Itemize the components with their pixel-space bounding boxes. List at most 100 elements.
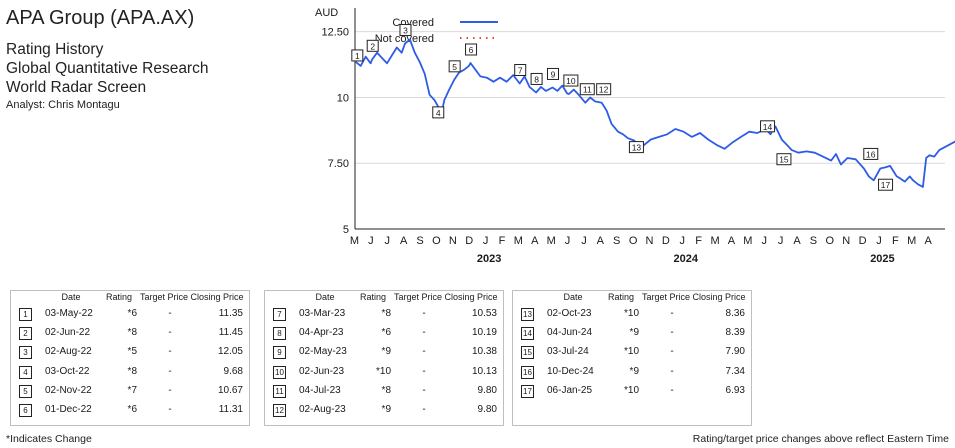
- cell-close: 11.45: [218, 327, 243, 339]
- rating-table-1: Date Rating Target Price Closing Price 1 03-M…: [10, 290, 250, 426]
- rating-marker-box: [530, 72, 543, 85]
- row-number-box: 1: [19, 308, 32, 321]
- legend-label-covered: Covered: [392, 17, 434, 29]
- x-tick-label: D: [465, 235, 473, 247]
- cell-rating: *5: [127, 346, 137, 358]
- header-date: Date: [61, 292, 81, 302]
- rating-marker-box: [579, 83, 595, 96]
- cell-rating: *8: [381, 308, 391, 319]
- row-number-box: 14: [521, 327, 534, 341]
- rating-marker-box: [366, 39, 379, 52]
- x-tick-label: J: [778, 235, 784, 247]
- cell-close: 10.53: [471, 308, 497, 319]
- cell-rating: *9: [381, 404, 391, 415]
- cell-close: 11.35: [218, 308, 243, 319]
- x-tick-label: D: [859, 235, 867, 247]
- table-row: 3 02-Aug-22 *5 - 12.05: [11, 343, 249, 361]
- report-header: APA Group (APA.AX) Rating History Global…: [6, 6, 306, 113]
- cell-date: 02-Jun-23: [299, 365, 345, 377]
- rating-marker-number: 6: [469, 45, 474, 55]
- footnote-eastern-time: Rating/target price changes above reflec…: [692, 433, 949, 445]
- x-tick-label: J: [565, 235, 571, 247]
- header-rating: Rating: [359, 292, 386, 302]
- cell-date: 02-Aug-23: [299, 404, 346, 415]
- cell-date: 02-Nov-22: [45, 384, 92, 396]
- table-row: 14 04-Jun-24 *9 - 8.39: [513, 324, 751, 342]
- cell-date: 03-Oct-22: [45, 365, 90, 377]
- row-number-box: 11: [273, 384, 286, 398]
- table-row: 13 02-Oct-23 *10 - 8.36: [513, 305, 751, 323]
- table-row: 6 01-Dec-22 *6 - 11.31: [11, 401, 249, 419]
- rating-marker-box: [760, 120, 776, 133]
- table-row: 5 02-Nov-22 *7 - 10.67: [11, 382, 249, 400]
- row-number-box: 5: [19, 384, 32, 398]
- cell-close: 8.39: [725, 327, 745, 339]
- cell-target: -: [168, 327, 172, 339]
- x-tick-label: N: [646, 235, 654, 247]
- cell-date: 01-Dec-22: [45, 404, 92, 415]
- x-tick-label: M: [547, 235, 556, 247]
- cell-rating: *9: [629, 327, 639, 339]
- x-tick-label: S: [416, 235, 423, 247]
- x-year-label: 2025: [870, 253, 894, 265]
- row-number-box: 8: [273, 327, 286, 341]
- rating-marker-number: 15: [779, 155, 789, 165]
- x-tick-label: F: [695, 235, 702, 247]
- cell-close: 7.34: [725, 365, 745, 377]
- cell-close: 6.93: [725, 384, 745, 396]
- cell-target: -: [670, 346, 674, 358]
- cell-close: 10.13: [471, 365, 497, 377]
- x-tick-label: O: [629, 235, 638, 247]
- cell-rating: *7: [127, 384, 137, 396]
- table-row: 17 06-Jan-25 *10 - 6.93: [513, 382, 751, 400]
- x-tick-label: O: [825, 235, 834, 247]
- rating-marker-number: 3: [403, 26, 408, 36]
- x-tick-label: M: [710, 235, 719, 247]
- row-number-box: 4: [19, 365, 32, 379]
- rating-marker-number: 2: [370, 41, 375, 51]
- rating-marker-number: 7: [518, 66, 523, 76]
- rating-marker-box: [878, 178, 894, 191]
- cell-target: -: [422, 346, 426, 358]
- rating-marker-number: 8: [534, 74, 539, 84]
- table-header: Date Rating Target Price Closing Price: [11, 291, 249, 315]
- cell-date: 04-Apr-23: [299, 327, 344, 339]
- header-target: Target Price: [139, 292, 189, 302]
- cell-date: 04-Jun-24: [547, 327, 593, 339]
- rating-marker-box: [448, 60, 461, 73]
- cell-target: -: [422, 384, 426, 396]
- x-year-label: 2023: [477, 253, 501, 265]
- rating-marker-number: 13: [632, 143, 642, 153]
- header-rating: Rating: [105, 292, 132, 302]
- header-target: Target Price: [641, 292, 691, 302]
- table-row: 9 02-May-23 *9 - 10.38: [265, 343, 503, 361]
- cell-close: 9.80: [477, 384, 497, 396]
- cell-date: 03-May-22: [45, 308, 93, 319]
- x-year-label: 2024: [674, 253, 699, 265]
- cell-rating: *6: [381, 327, 391, 339]
- x-tick-label: S: [613, 235, 620, 247]
- cell-target: -: [168, 365, 172, 377]
- x-tick-label: A: [793, 235, 801, 247]
- x-tick-label: J: [876, 235, 882, 247]
- cell-close: 7.90: [725, 346, 745, 358]
- rating-marker-box: [465, 43, 478, 56]
- cell-close: 10.67: [217, 384, 243, 396]
- x-tick-label: N: [842, 235, 850, 247]
- x-tick-label: F: [499, 235, 506, 247]
- cell-target: -: [422, 404, 426, 415]
- cell-rating: *9: [629, 365, 639, 377]
- row-number-box: 13: [521, 308, 534, 321]
- cell-rating: *10: [623, 308, 639, 319]
- rating-table-3: Date Rating Target Price Closing Price 13 02-…: [512, 290, 752, 426]
- x-tick-label: M: [743, 235, 752, 247]
- y-tick-label: 12.50: [321, 27, 349, 39]
- x-tick-label: F: [892, 235, 899, 247]
- row-number-box: 9: [273, 346, 286, 360]
- cell-date: 02-Jun-22: [45, 327, 91, 339]
- x-tick-label: M: [350, 235, 359, 247]
- table-row: 10 02-Jun-23 *10 - 10.13: [265, 363, 503, 381]
- x-tick-label: J: [368, 235, 374, 247]
- subtitle-research: Global Quantitative Research: [6, 60, 209, 77]
- rating-marker-box: [546, 67, 559, 80]
